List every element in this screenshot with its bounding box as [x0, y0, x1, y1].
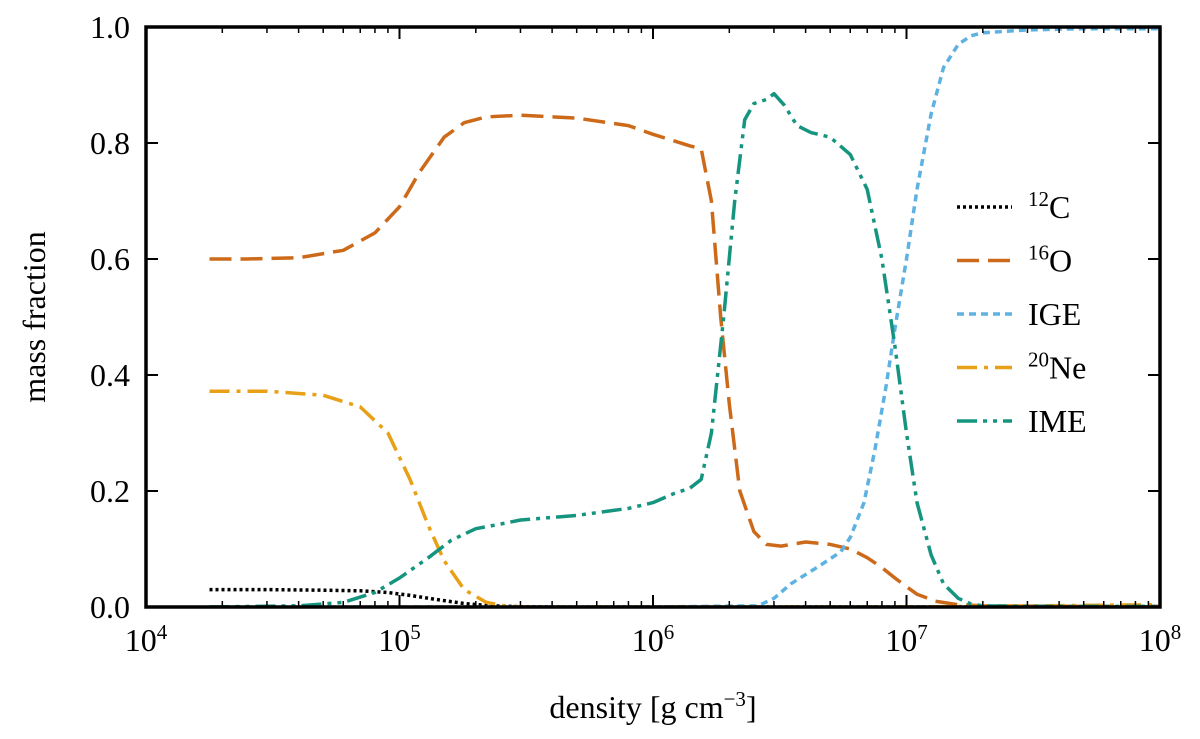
legend-label-c12: 12C [1028, 187, 1070, 225]
x-axis-label-exponent: −3 [724, 687, 746, 711]
x-axis-label-suffix: ] [746, 689, 757, 725]
y-tick-label: 0.4 [90, 357, 130, 393]
legend-label-ime: IME [1028, 403, 1087, 439]
series-line-o16 [209, 113, 1160, 607]
series-line-ige [209, 27, 1160, 607]
y-tick-label: 0.8 [90, 125, 130, 161]
legend-label-o16: 16O [1028, 241, 1072, 279]
y-tick-label: 0.6 [90, 241, 130, 277]
y-axis-label: mass fraction [16, 231, 52, 403]
x-axis-label-main: density [g cm [549, 689, 723, 725]
x-axis-label: density [g cm−3] [549, 687, 756, 725]
y-tick-label: 0.2 [90, 473, 130, 509]
x-tick-label: 108 [1139, 620, 1182, 658]
legend-label-ne20: 20Ne [1028, 348, 1086, 386]
series-line-ne20 [209, 389, 1160, 607]
x-tick-label: 105 [378, 620, 421, 658]
legend-label-ige: IGE [1028, 296, 1081, 332]
series-line-c12 [209, 587, 1160, 607]
y-tick-label: 1.0 [90, 9, 130, 45]
x-tick-label: 104 [125, 620, 168, 658]
legend: 12C 16O IGE 20Ne IME [957, 187, 1087, 439]
plot-frame [144, 25, 1162, 609]
series-line-ime [209, 91, 1160, 607]
x-tick-label: 106 [632, 620, 675, 658]
y-tick-label: 0.0 [90, 589, 130, 625]
axis-ticks: 104 105 106 107 108 0.0 0.2 0.4 0.6 0.8 1.0 [90, 9, 1181, 658]
x-tick-label: 107 [885, 620, 928, 658]
